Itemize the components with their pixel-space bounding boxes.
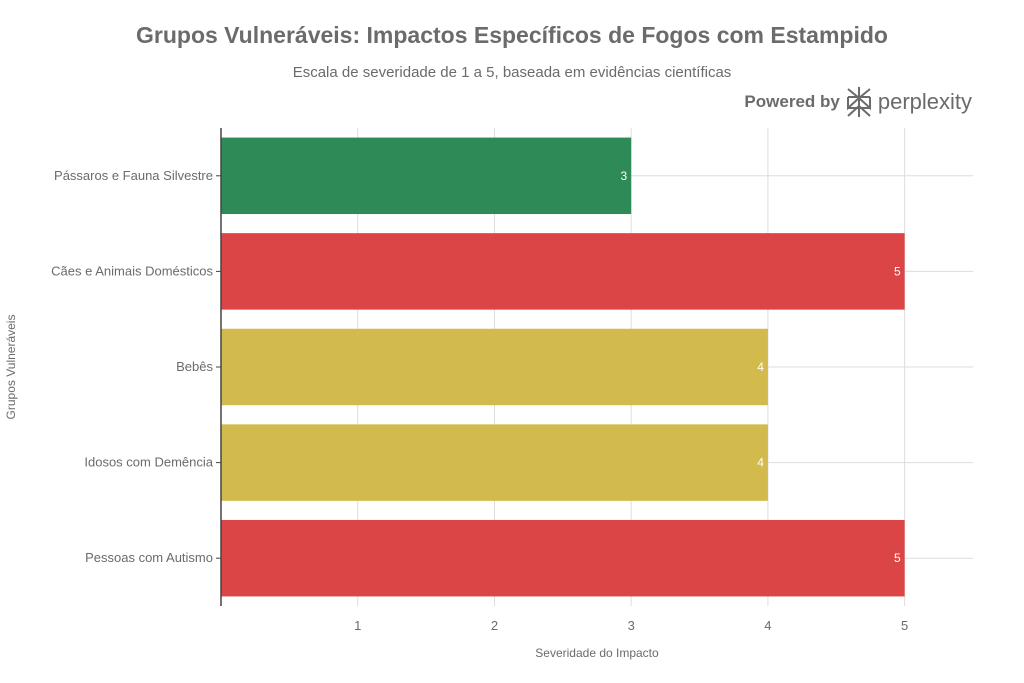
category-label: Pessoas com Autismo [85,550,213,565]
category-label: Cães e Animais Domésticos [51,263,213,278]
bar-data-label: 5 [894,264,901,278]
x-tick-label: 2 [491,618,498,633]
bar [221,328,768,406]
bar [221,137,632,215]
bar-data-label: 4 [757,456,764,470]
bar [221,233,905,310]
perplexity-logo-icon [846,87,871,117]
chart-subtitle: Escala de severidade de 1 a 5, baseada e… [292,64,732,81]
category-label: Bebês [176,359,213,374]
x-tick-label: 3 [628,618,635,633]
x-tick-label: 1 [354,618,361,633]
bar-data-label: 4 [757,360,764,374]
category-label: Idosos com Demência [84,455,213,470]
chart-title: Grupos Vulneráveis: Impactos Específicos… [136,22,888,48]
powered-by-label: Powered by [744,92,840,111]
x-tick-label: 4 [764,618,771,633]
y-axis-title: Grupos Vulneráveis [4,315,18,420]
x-tick-label: 5 [901,618,908,633]
bar [221,519,905,597]
x-axis-title: Severidade do Impacto [535,646,659,660]
bar-data-label: 3 [620,169,627,183]
category-label: Pássaros e Fauna Silvestre [54,168,213,183]
bar [221,424,768,501]
bar-data-label: 5 [894,551,901,565]
powered-by-badge: Powered by perplexity [744,86,972,118]
perplexity-wordmark: perplexity [877,89,972,114]
